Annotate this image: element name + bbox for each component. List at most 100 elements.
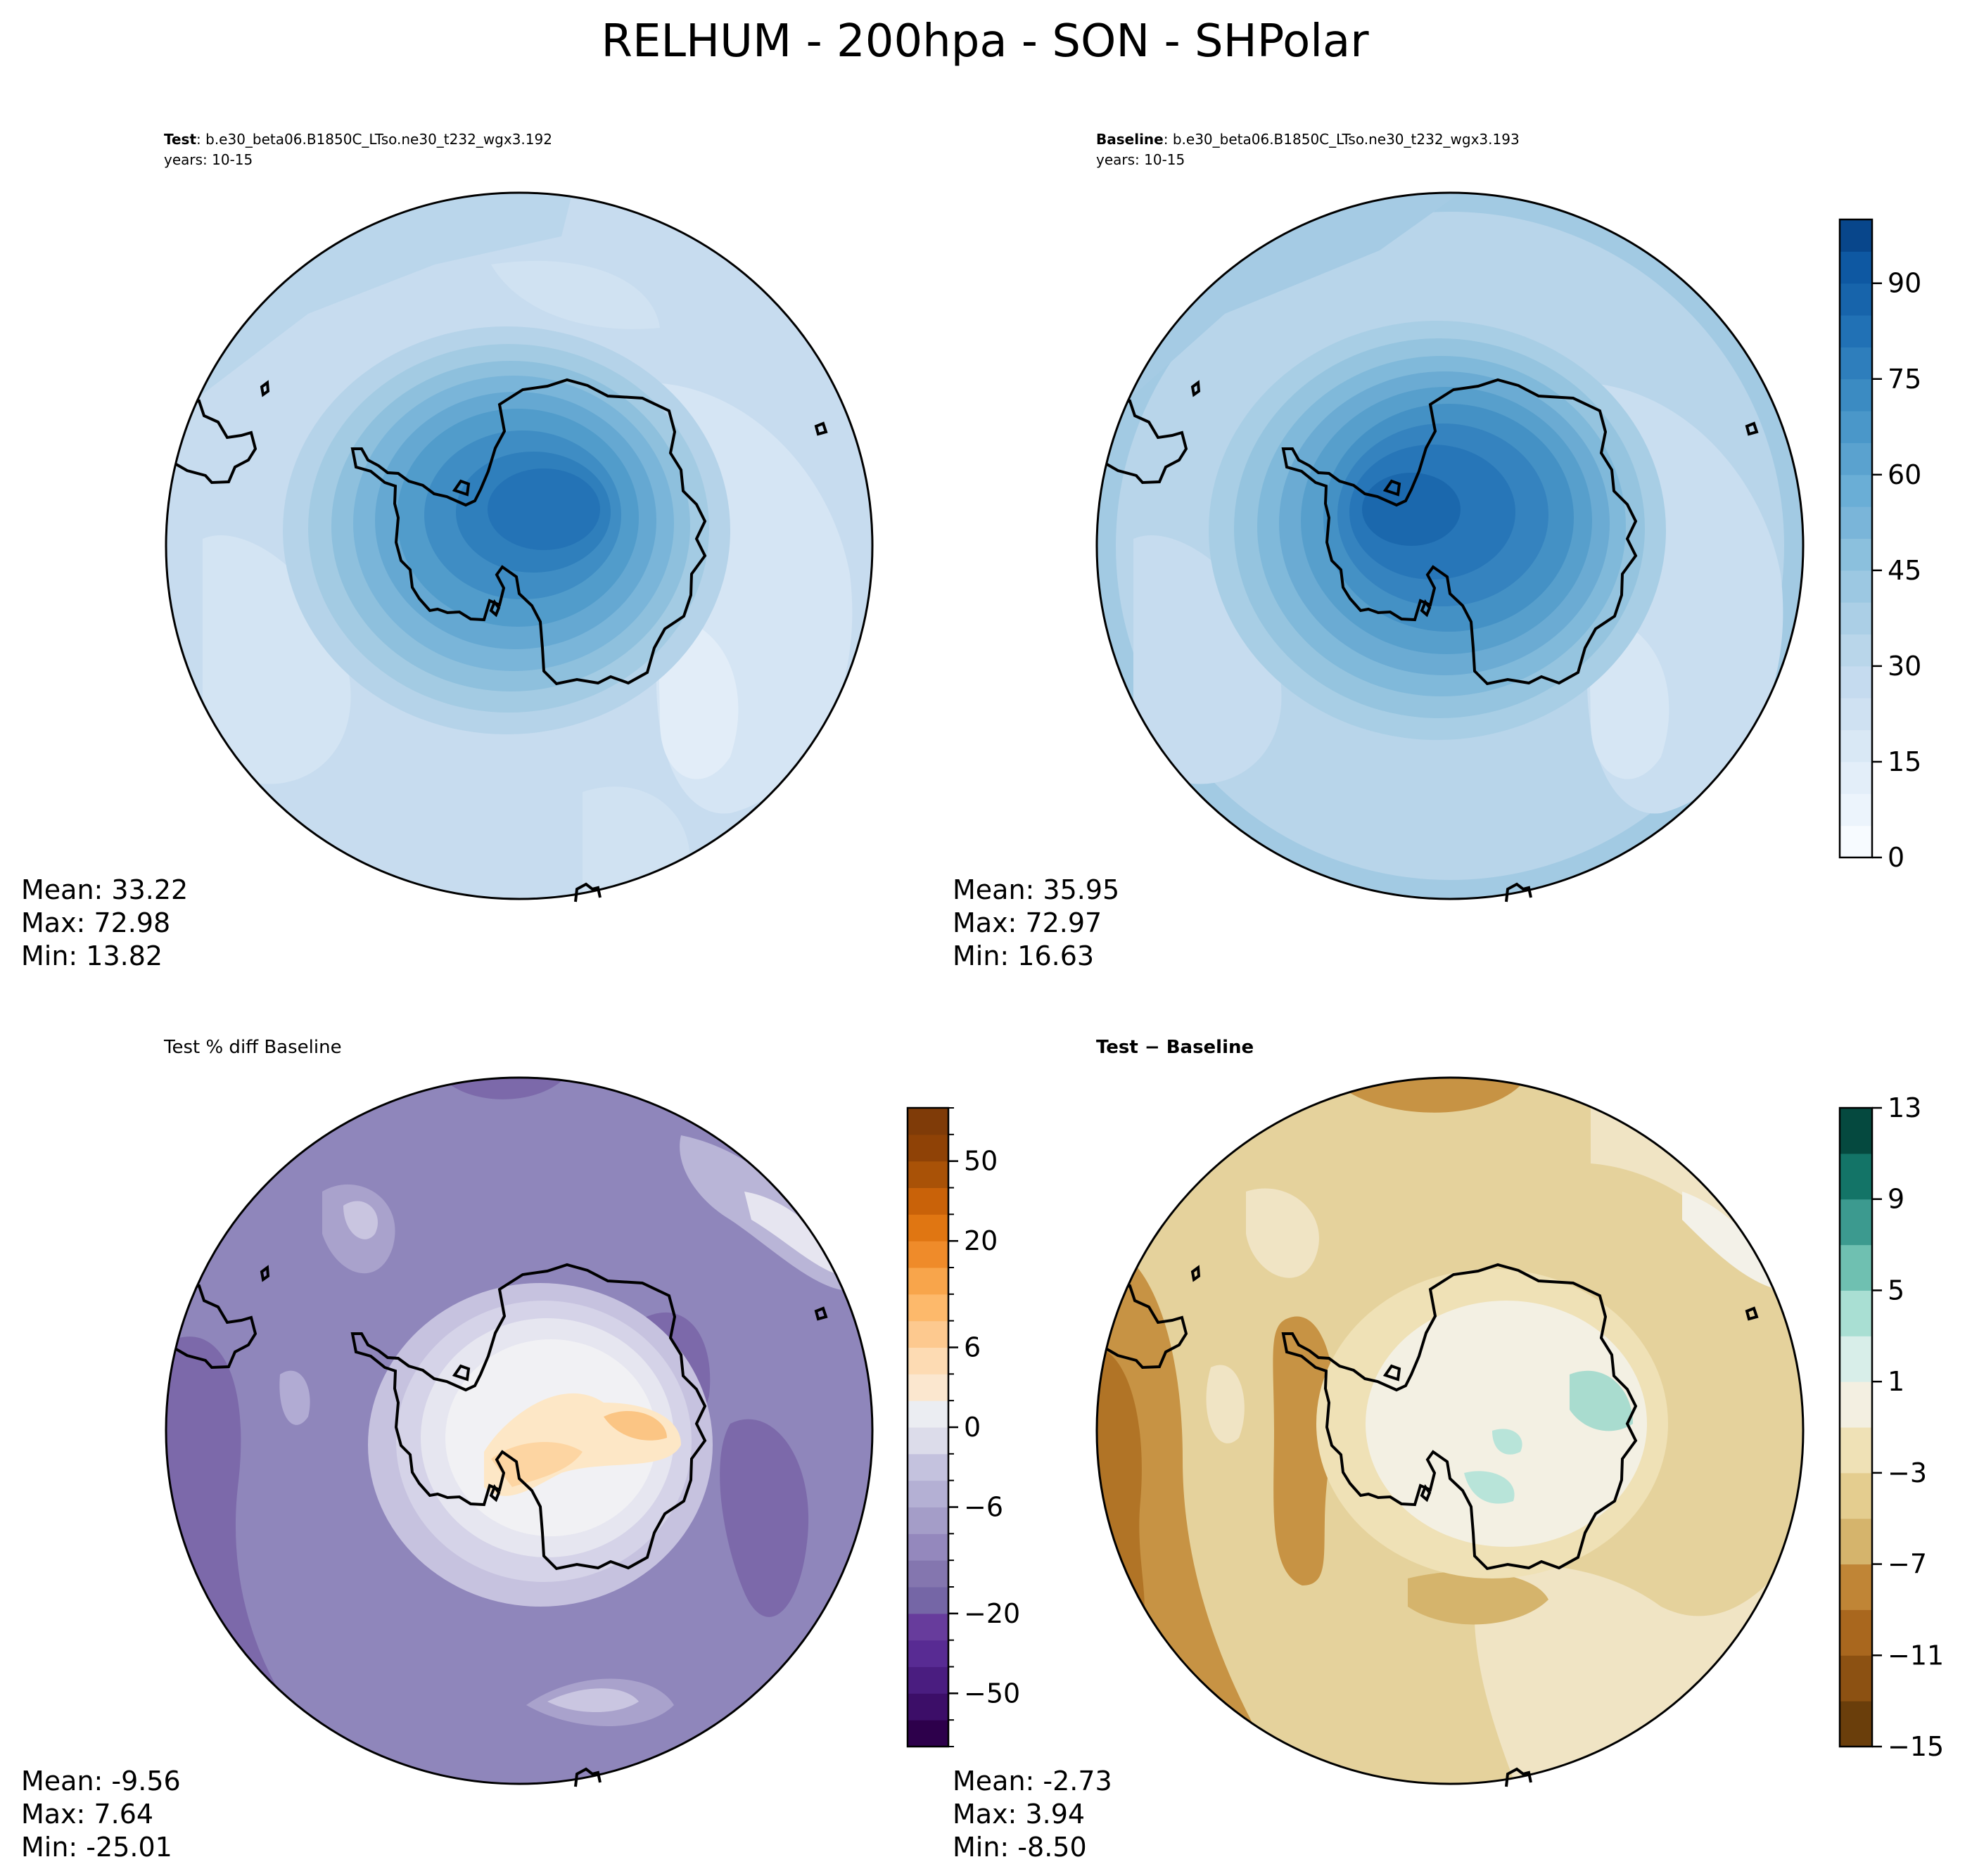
colorbar-diff-tick-label: 13 [1888, 1092, 1921, 1123]
colorbar-pct-diff-swatch-18 [908, 1241, 948, 1268]
colorbar-pct-diff-swatch-4 [908, 1613, 948, 1641]
panel-diff-map-border [1095, 1076, 1805, 1785]
colorbar-diff-swatch-0 [1840, 1701, 1872, 1747]
colorbar-pct-diff-swatch-8 [908, 1507, 948, 1534]
colorbar-pct-diff-tick-label: −50 [964, 1678, 1020, 1709]
colorbar-relhum-swatch-15 [1840, 347, 1872, 380]
colorbar-relhum-tick-label: 75 [1888, 364, 1921, 395]
colorbar-pct-diff-swatch-0 [908, 1720, 948, 1747]
figure-title: RELHUM - 200hpa - SON - SHPolar [601, 15, 1369, 68]
panel-baseline-map-border [1095, 191, 1805, 900]
panel-diff-field [1097, 1078, 1803, 1784]
colorbar-relhum-swatch-2 [1840, 761, 1872, 794]
colorbar-pct-diff-swatch-2 [908, 1666, 948, 1694]
colorbar-pct-diff-swatch-3 [908, 1640, 948, 1667]
colorbar-relhum-tick-label: 60 [1888, 459, 1921, 490]
panel-baseline-case: Baseline: b.e30_beta06.B1850C_LTso.ne30_… [1096, 131, 1520, 148]
panel-baseline: Baseline: b.e30_beta06.B1850C_LTso.ne30_… [953, 131, 1921, 971]
colorbar-diff-swatch-5 [1840, 1472, 1872, 1519]
colorbar-pct-diff-swatch-19 [908, 1214, 948, 1242]
colorbar-pct-diff-tick-label: 50 [964, 1146, 998, 1177]
panel-test: Test: b.e30_beta06.B1850C_LTso.ne30_t232… [21, 131, 874, 971]
panel-diff: Test − Baseline Mean: -2.73 Max: 3.94 Mi… [953, 1037, 1944, 1863]
colorbar-relhum-swatch-9 [1840, 538, 1872, 571]
colorbar-pct-diff-swatch-16 [908, 1294, 948, 1322]
colorbar-relhum-swatch-19 [1840, 219, 1872, 252]
colorbar-diff-swatch-7 [1840, 1382, 1872, 1428]
colorbar-pct-diff-swatch-7 [908, 1533, 948, 1561]
colorbar-pct-diff-tick-label: 6 [964, 1332, 981, 1363]
colorbar-relhum-swatch-14 [1840, 378, 1872, 411]
colorbar-diff-swatch-4 [1840, 1518, 1872, 1565]
panel-test-case: Test: b.e30_beta06.B1850C_LTso.ne30_t232… [164, 131, 552, 148]
panel-test-min: Min: 13.82 [21, 940, 163, 971]
panel-test-sep: : [196, 131, 205, 148]
panel-test-map-border [165, 191, 874, 900]
colorbar-pct-diff-swatch-22 [908, 1134, 948, 1162]
panel-pct-diff-title: Test % diff Baseline [163, 1037, 342, 1058]
colorbar-diff: −15 −11 −7 −3 1 5 9 13 [1838, 1092, 1944, 1762]
panel-baseline-case-name: b.e30_beta06.B1850C_LTso.ne30_t232_wgx3.… [1173, 131, 1520, 148]
colorbar-relhum-swatch-11 [1840, 474, 1872, 507]
panel-test-field [166, 193, 872, 899]
colorbar-pct-diff-tick-label: −6 [964, 1492, 1003, 1523]
colorbar-pct-diff-tick-label: 20 [964, 1225, 998, 1256]
panel-pct-diff-map-border [165, 1076, 874, 1785]
colorbar-diff-tick-label: 5 [1888, 1275, 1904, 1306]
panel-diff-max: Max: 3.94 [953, 1799, 1085, 1830]
colorbar-diff-swatch-11 [1840, 1199, 1872, 1246]
panel-baseline-min: Min: 16.63 [953, 940, 1094, 971]
colorbar-diff-tick-label: −7 [1888, 1549, 1927, 1580]
panel-diff-mean: Mean: -2.73 [953, 1766, 1112, 1797]
colorbar-diff-swatch-13 [1840, 1108, 1872, 1154]
colorbar-diff-tick-label: −11 [1888, 1640, 1944, 1671]
colorbar-diff-swatch-6 [1840, 1427, 1872, 1474]
colorbar-pct-diff-swatch-1 [908, 1693, 948, 1721]
panel-test-case-name: b.e30_beta06.B1850C_LTso.ne30_t232_wgx3.… [205, 131, 552, 148]
colorbar-diff-swatch-12 [1840, 1153, 1872, 1200]
panel-pct-diff: Test % diff Baseline Mean: -9.56 Max: 7.… [21, 1037, 1020, 1863]
colorbar-relhum-tick-label: 0 [1888, 842, 1904, 873]
colorbar-relhum-swatch-4 [1840, 698, 1872, 731]
colorbar-relhum-swatch-1 [1840, 793, 1872, 827]
panel-pct-diff-field [166, 1078, 872, 1784]
colorbar-pct-diff-swatch-20 [908, 1187, 948, 1215]
colorbar-pct-diff-swatch-11 [908, 1427, 948, 1455]
colorbar-relhum-swatch-10 [1840, 506, 1872, 539]
panel-diff-min: Min: -8.50 [953, 1832, 1087, 1863]
colorbar-pct-diff-swatch-15 [908, 1320, 948, 1348]
colorbar-pct-diff-swatch-17 [908, 1268, 948, 1295]
colorbar-relhum-swatch-13 [1840, 411, 1872, 443]
panel-test-mean: Mean: 33.22 [21, 874, 188, 905]
colorbar-pct-diff-swatch-13 [908, 1374, 948, 1401]
colorbar-pct-diff-swatch-12 [908, 1400, 948, 1428]
colorbar-pct-diff-swatch-10 [908, 1453, 948, 1481]
colorbar-relhum-swatch-8 [1840, 570, 1872, 603]
colorbar-pct-diff-swatch-9 [908, 1480, 948, 1507]
colorbar-pct-diff-tick-label: 0 [964, 1412, 981, 1443]
panel-test-max: Max: 72.98 [21, 907, 170, 938]
colorbar-relhum-tick-label: 90 [1888, 268, 1921, 299]
colorbar-relhum-tick-label: 15 [1888, 746, 1921, 777]
panel-test-label: Test [164, 131, 196, 148]
colorbar-relhum-tick-label: 30 [1888, 651, 1921, 682]
colorbar-relhum-swatch-5 [1840, 665, 1872, 698]
colorbar-relhum-tick-label: 45 [1888, 555, 1921, 586]
colorbar-diff-tick-label: −3 [1888, 1457, 1927, 1488]
panel-baseline-sep: : [1164, 131, 1173, 148]
colorbar-diff-swatch-10 [1840, 1244, 1872, 1291]
colorbar-diff-swatch-3 [1840, 1564, 1872, 1610]
colorbar-relhum-swatch-17 [1840, 283, 1872, 316]
panel-baseline-label: Baseline [1096, 131, 1164, 148]
colorbar-pct-diff-swatch-21 [908, 1161, 948, 1188]
colorbar-diff-swatch-1 [1840, 1655, 1872, 1702]
colorbar-pct-diff-swatch-14 [908, 1347, 948, 1374]
panel-baseline-field [1084, 180, 1816, 912]
colorbar-diff-tick-label: −15 [1888, 1731, 1944, 1762]
colorbar-relhum-swatch-0 [1840, 825, 1872, 858]
colorbar-diff-swatch-9 [1840, 1290, 1872, 1336]
colorbar-relhum-outline [1838, 218, 1874, 859]
colorbar-relhum-swatch-18 [1840, 251, 1872, 284]
colorbar-pct-diff-swatch-5 [908, 1587, 948, 1614]
colorbar-relhum-swatch-6 [1840, 634, 1872, 667]
